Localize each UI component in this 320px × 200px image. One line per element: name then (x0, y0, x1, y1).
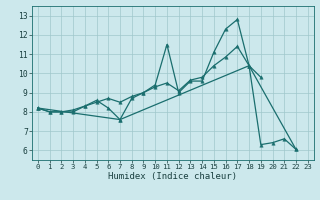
X-axis label: Humidex (Indice chaleur): Humidex (Indice chaleur) (108, 172, 237, 181)
